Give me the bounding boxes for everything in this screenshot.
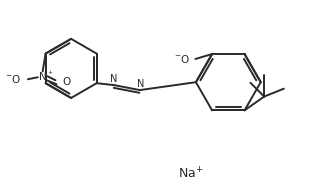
Text: N: N: [110, 74, 117, 84]
Text: N: N: [137, 79, 144, 89]
Text: O: O: [62, 77, 70, 87]
Text: $^+$: $^+$: [46, 69, 53, 78]
Text: Na$^{+}$: Na$^{+}$: [178, 166, 204, 181]
Text: $^{-}$O: $^{-}$O: [5, 73, 21, 85]
Text: $^{-}$O: $^{-}$O: [174, 53, 190, 65]
Text: N: N: [39, 72, 47, 82]
